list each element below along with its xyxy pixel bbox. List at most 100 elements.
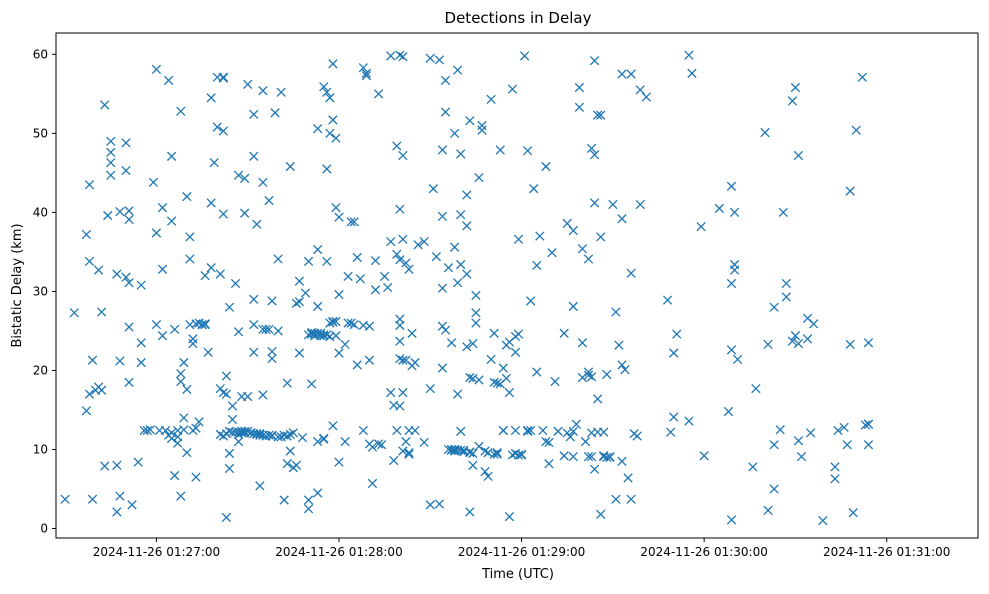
data-point xyxy=(249,294,259,304)
data-point xyxy=(510,425,521,436)
data-point xyxy=(559,328,569,338)
data-point xyxy=(456,149,466,159)
data-point xyxy=(763,339,773,350)
data-point xyxy=(249,151,259,161)
data-point xyxy=(437,145,448,155)
data-point xyxy=(166,216,177,226)
data-point xyxy=(431,251,442,262)
data-point xyxy=(328,59,338,69)
data-point xyxy=(294,276,305,286)
data-point xyxy=(282,431,292,441)
data-point xyxy=(151,228,162,238)
data-point xyxy=(325,128,335,139)
data-point xyxy=(480,466,490,477)
data-point xyxy=(395,401,405,411)
data-point xyxy=(121,165,131,176)
data-point xyxy=(252,219,262,229)
data-point xyxy=(285,446,295,456)
data-point xyxy=(395,336,405,346)
data-point xyxy=(206,198,216,208)
data-point xyxy=(492,447,502,458)
data-point xyxy=(477,125,487,135)
data-point xyxy=(197,319,207,330)
data-point xyxy=(763,505,773,515)
data-point xyxy=(538,425,548,436)
data-point xyxy=(599,427,609,437)
data-point xyxy=(769,484,779,494)
data-point xyxy=(605,452,615,463)
data-point xyxy=(267,353,277,364)
data-point xyxy=(215,269,225,279)
data-point xyxy=(313,436,323,447)
data-point xyxy=(142,425,152,436)
data-point xyxy=(465,447,475,457)
data-point xyxy=(437,211,448,222)
y-tick-label: 10 xyxy=(33,442,48,456)
data-point xyxy=(440,107,451,117)
data-point xyxy=(176,106,186,116)
data-point xyxy=(760,127,770,138)
data-point xyxy=(313,488,323,498)
data-point xyxy=(489,377,499,387)
data-point xyxy=(355,274,365,284)
data-point xyxy=(392,141,402,151)
data-point xyxy=(568,225,578,236)
data-point xyxy=(586,372,597,382)
data-point xyxy=(583,367,594,377)
data-point xyxy=(291,298,302,308)
data-point xyxy=(602,452,612,463)
data-point xyxy=(407,328,417,338)
data-point xyxy=(526,425,536,436)
data-point xyxy=(729,265,740,275)
data-point xyxy=(483,447,493,458)
data-point xyxy=(313,301,323,312)
data-point xyxy=(240,173,250,184)
data-point xyxy=(805,428,816,438)
data-point xyxy=(370,255,381,266)
data-point xyxy=(596,509,606,519)
data-point xyxy=(413,240,423,250)
data-point xyxy=(839,422,849,433)
data-point xyxy=(373,439,384,449)
data-point xyxy=(592,110,603,120)
data-point xyxy=(157,264,168,274)
data-point xyxy=(830,462,840,472)
data-point xyxy=(602,369,612,380)
data-point xyxy=(273,254,283,264)
data-point xyxy=(793,436,804,446)
data-point xyxy=(395,320,405,331)
data-point xyxy=(547,248,557,258)
chart-title: Detections in Delay xyxy=(445,9,592,27)
data-point xyxy=(188,338,198,349)
data-point xyxy=(170,470,180,481)
data-point xyxy=(574,82,585,93)
data-point xyxy=(328,317,338,327)
x-axis-label: Time (UTC) xyxy=(481,567,554,582)
data-point xyxy=(456,445,466,455)
data-point xyxy=(358,425,368,436)
data-point xyxy=(781,292,791,302)
data-point xyxy=(261,324,271,335)
data-point xyxy=(465,507,475,517)
data-point xyxy=(425,500,435,510)
data-point xyxy=(769,440,779,450)
data-point xyxy=(334,348,344,358)
data-point xyxy=(328,421,338,431)
data-point xyxy=(504,512,515,522)
data-point xyxy=(322,330,332,340)
y-axis-ticks: 0 10 20 30 40 50 60 xyxy=(33,47,56,536)
data-point xyxy=(136,357,146,368)
data-point xyxy=(115,206,125,217)
data-point xyxy=(191,423,201,433)
data-point xyxy=(845,186,855,196)
data-point xyxy=(583,254,594,264)
y-axis-label: Bistatic Delay (km) xyxy=(10,223,25,347)
data-point xyxy=(532,260,542,271)
data-point xyxy=(176,376,186,387)
data-point xyxy=(106,147,116,157)
data-point xyxy=(84,180,95,190)
data-point xyxy=(723,406,734,417)
data-point xyxy=(209,157,219,168)
data-point xyxy=(748,462,758,472)
